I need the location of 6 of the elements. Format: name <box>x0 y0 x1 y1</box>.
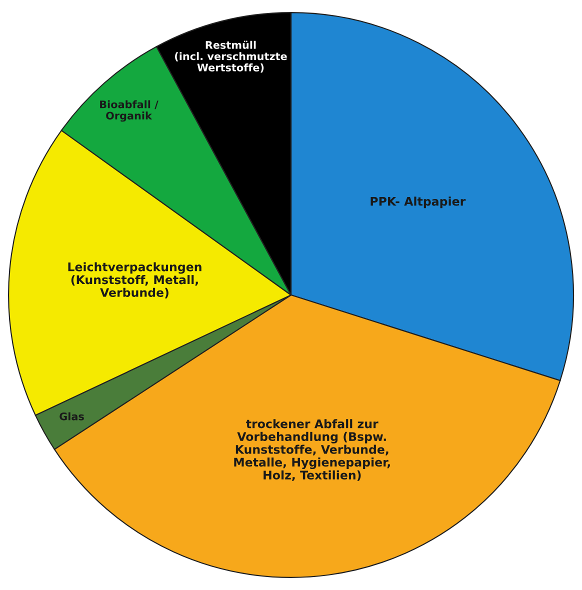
slice-label: trockener Abfall zur Vorbehandlung (Bspw. Kunststoffe, Verbunde, Metalle, Hygienepapier, Holz, Textilien) <box>234 419 390 482</box>
slice-label: PPK- Altpapier <box>370 196 466 208</box>
slice-label: Restmüll (incl. verschmutzte Wertstoffe) <box>175 40 287 73</box>
slice-label: Bioabfall / Organik <box>100 100 158 122</box>
slice-label: Leichtverpackungen (Kunststoff, Metall, Verbunde) <box>68 262 202 298</box>
slice-label: Glas <box>60 412 84 420</box>
